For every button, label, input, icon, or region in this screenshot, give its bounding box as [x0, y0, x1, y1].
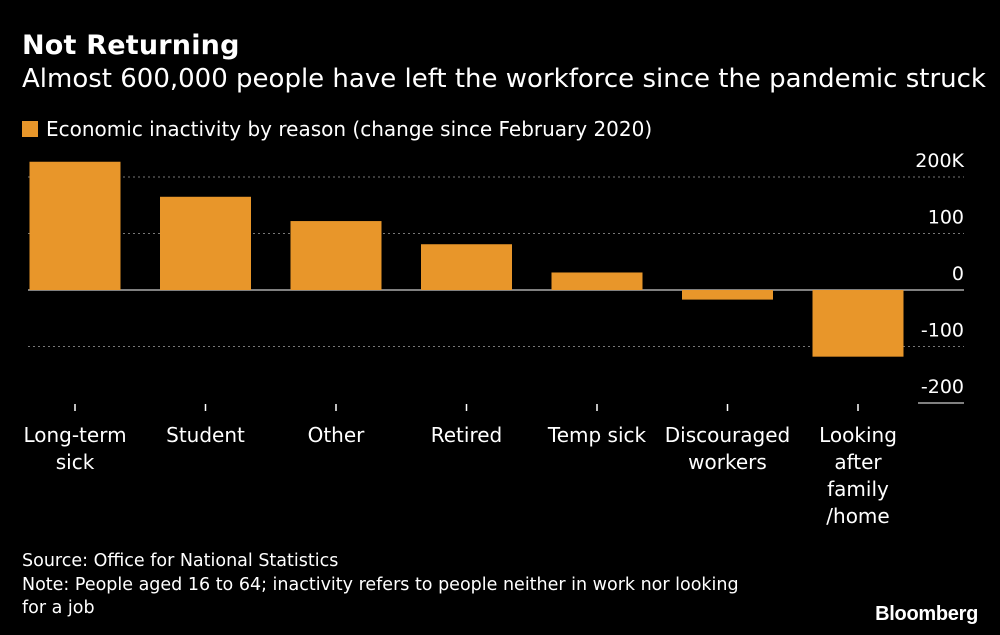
legend-label: Economic inactivity by reason (change si… [46, 117, 653, 141]
x-tick-label-line: /home [826, 504, 889, 528]
x-tick-label-line: Retired [431, 423, 502, 447]
chart-title: Not Returning [22, 30, 240, 61]
y-tick-label: 100 [928, 207, 964, 229]
chart-subtitle: Almost 600,000 people have left the work… [22, 64, 986, 94]
bloomberg-logo: Bloomberg [875, 603, 978, 625]
x-tick-label-line: Student [166, 423, 245, 447]
x-tick-label: Student [166, 423, 245, 447]
y-tick-label: 200K [915, 150, 964, 172]
legend-swatch [22, 121, 38, 137]
x-tick-label-line: Looking [819, 423, 897, 447]
x-tick-label: Discouraged workers [665, 423, 790, 474]
x-tick-label-line: Long-term [23, 423, 126, 447]
bar [812, 290, 904, 357]
bar [290, 221, 382, 290]
x-tick-label: Other [308, 423, 366, 447]
note-line-1: Note: People aged 16 to 64; inactivity r… [22, 575, 739, 595]
bar [551, 272, 643, 290]
bar [421, 244, 512, 290]
y-tick-label: 0 [952, 263, 964, 285]
x-tick-label-line: Temp sick [547, 423, 647, 447]
x-tick-label-line: workers [688, 450, 767, 474]
x-tick-label: Temp sick [547, 423, 647, 447]
x-tick-label-line: Discouraged [665, 423, 790, 447]
x-tick-label-line: sick [56, 450, 95, 474]
y-tick-label: -100 [921, 320, 964, 342]
x-tick-label-line: after [834, 450, 882, 474]
x-tick-label: Looking after family/home [819, 423, 897, 528]
bar [29, 161, 121, 290]
bar [160, 196, 251, 290]
y-tick-label: -200 [921, 376, 964, 398]
legend: Economic inactivity by reason (change si… [22, 117, 652, 141]
note-line-2: for a job [22, 598, 95, 618]
x-tick-label-line: Other [308, 423, 366, 447]
x-tick-label-line: family [827, 477, 889, 501]
bar [682, 290, 773, 300]
x-tick-label: Long-term sick [23, 423, 126, 474]
source-note: Source: Office for National Statistics [22, 551, 339, 571]
x-tick-label: Retired [431, 423, 502, 447]
